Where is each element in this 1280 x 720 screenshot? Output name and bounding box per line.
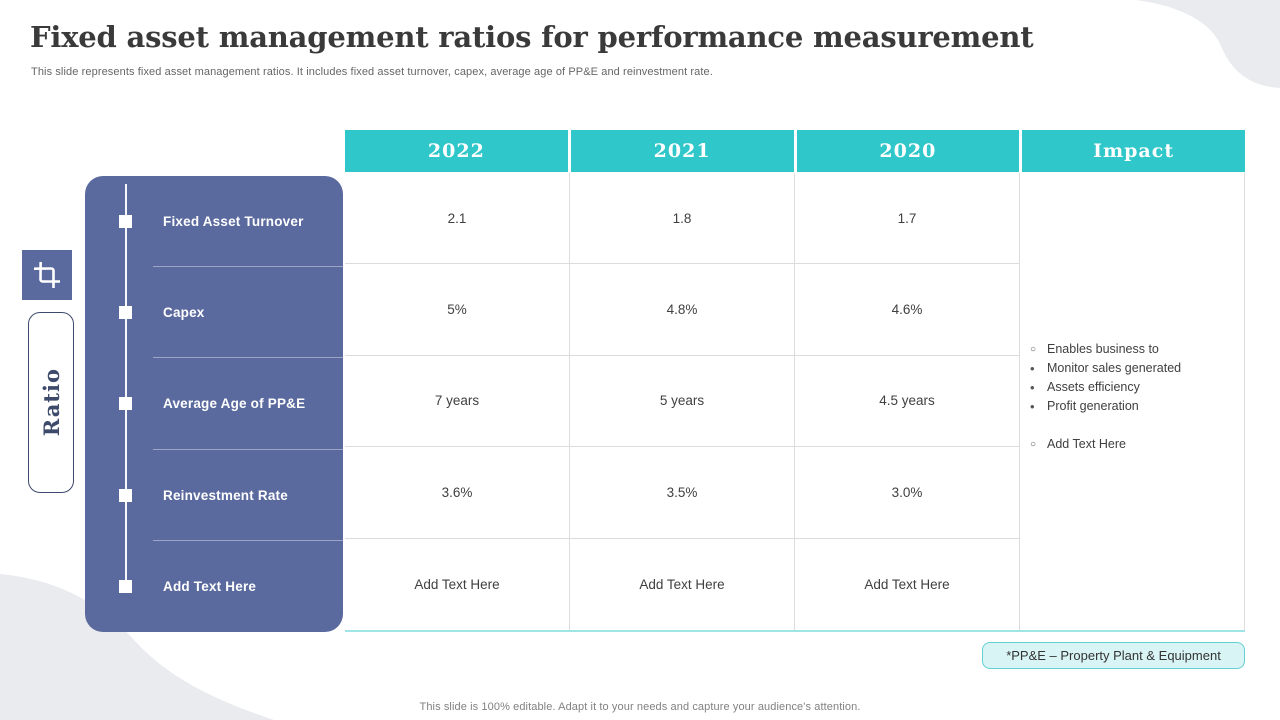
square-bullet-icon bbox=[119, 579, 132, 593]
table-cell: 4.6% bbox=[795, 264, 1020, 356]
table-cell: 5 years bbox=[570, 355, 795, 448]
table-cell[interactable]: Add Text Here bbox=[795, 538, 1020, 630]
impact-item-text: Add Text Here bbox=[1047, 437, 1126, 452]
timeline-line bbox=[125, 184, 127, 592]
table-cell: 1.8 bbox=[570, 173, 795, 265]
impact-item[interactable]: ○ Add Text Here bbox=[1030, 435, 1181, 454]
logo-badge bbox=[22, 250, 72, 300]
impact-item-text: Monitor sales generated bbox=[1047, 361, 1182, 376]
corner-blob-top-right bbox=[1136, 0, 1280, 88]
ratios-table: 2022 2021 2020 Impact ○ Enables business to •… bbox=[345, 130, 1245, 632]
row-label-item: Reinvestment Rate bbox=[85, 450, 343, 542]
row-label-list: Fixed Asset Turnover Capex Average Age of … bbox=[85, 176, 343, 632]
table-cell[interactable]: Add Text Here bbox=[570, 538, 795, 630]
ppe-footnote: *PP&E – Property Plant & Equipment bbox=[982, 642, 1245, 669]
row-label-item: Add Text Here bbox=[85, 541, 343, 632]
table-body: ○ Enables business to • Monitor sales gener… bbox=[345, 173, 1245, 632]
impact-item: • Assets efficiency bbox=[1030, 378, 1181, 397]
row-label: Capex bbox=[163, 305, 205, 321]
row-label: Average Age of PP&E bbox=[163, 396, 306, 412]
dot-bullet-icon: • bbox=[1030, 380, 1035, 396]
impact-cell: ○ Enables business to • Monitor sales gener… bbox=[1020, 173, 1245, 630]
impact-list: ○ Enables business to • Monitor sales gener… bbox=[1030, 340, 1181, 454]
table-header-row: 2022 2021 2020 Impact bbox=[345, 130, 1245, 172]
impact-item-text: Assets efficiency bbox=[1047, 380, 1140, 395]
dot-bullet-icon: • bbox=[1030, 361, 1035, 377]
impact-item: ○ Enables business to bbox=[1030, 340, 1181, 359]
row-label-item: Fixed Asset Turnover bbox=[85, 176, 343, 268]
table-cell: 4.5 years bbox=[795, 355, 1020, 448]
impact-item-text: Profit generation bbox=[1047, 399, 1139, 414]
table-cell: 3.5% bbox=[570, 447, 795, 539]
column-header-2022: 2022 bbox=[345, 130, 568, 172]
dot-bullet-icon: • bbox=[1030, 399, 1035, 415]
impact-item-text: Enables business to bbox=[1047, 342, 1159, 357]
column-header-impact: Impact bbox=[1022, 130, 1245, 172]
table-cell: 3.6% bbox=[345, 447, 570, 539]
ratio-label-text: Ratio bbox=[38, 368, 64, 437]
table-cell: 1.7 bbox=[795, 173, 1020, 265]
ppe-footnote-text: *PP&E – Property Plant & Equipment bbox=[1006, 648, 1221, 663]
corner-blob-bottom-left bbox=[0, 574, 274, 720]
row-label: Reinvestment Rate bbox=[163, 487, 288, 503]
table-cell[interactable]: Add Text Here bbox=[345, 538, 570, 630]
table-cell: 7 years bbox=[345, 355, 570, 448]
row-label-item: Average Age of PP&E bbox=[85, 358, 343, 450]
row-label-item: Capex bbox=[85, 267, 343, 359]
crop-icon bbox=[34, 262, 60, 288]
circle-bullet-icon: ○ bbox=[1030, 344, 1037, 356]
impact-item: • Monitor sales generated bbox=[1030, 359, 1181, 378]
ratio-axis-label: Ratio bbox=[28, 312, 74, 493]
square-bullet-icon bbox=[119, 397, 132, 411]
circle-bullet-icon: ○ bbox=[1030, 439, 1037, 451]
slide-footer: This slide is 100% editable. Adapt it to… bbox=[419, 701, 861, 713]
square-bullet-icon bbox=[119, 306, 132, 320]
row-label[interactable]: Add Text Here bbox=[163, 578, 257, 594]
slide-subtitle: This slide represents fixed asset manage… bbox=[31, 66, 713, 78]
square-bullet-icon bbox=[119, 215, 132, 229]
row-label-panel: Fixed Asset Turnover Capex Average Age of … bbox=[85, 176, 343, 632]
page-title: Fixed asset management ratios for perfor… bbox=[30, 20, 1034, 54]
table-cell: 3.0% bbox=[795, 447, 1020, 539]
table-cell: 4.8% bbox=[570, 264, 795, 356]
table-cell: 5% bbox=[345, 264, 570, 356]
table-cell: 2.1 bbox=[345, 173, 570, 265]
square-bullet-icon bbox=[119, 488, 132, 502]
column-header-2020: 2020 bbox=[796, 130, 1020, 172]
column-header-2021: 2021 bbox=[570, 130, 794, 172]
impact-item: • Profit generation bbox=[1030, 397, 1181, 416]
row-label: Fixed Asset Turnover bbox=[163, 214, 304, 230]
